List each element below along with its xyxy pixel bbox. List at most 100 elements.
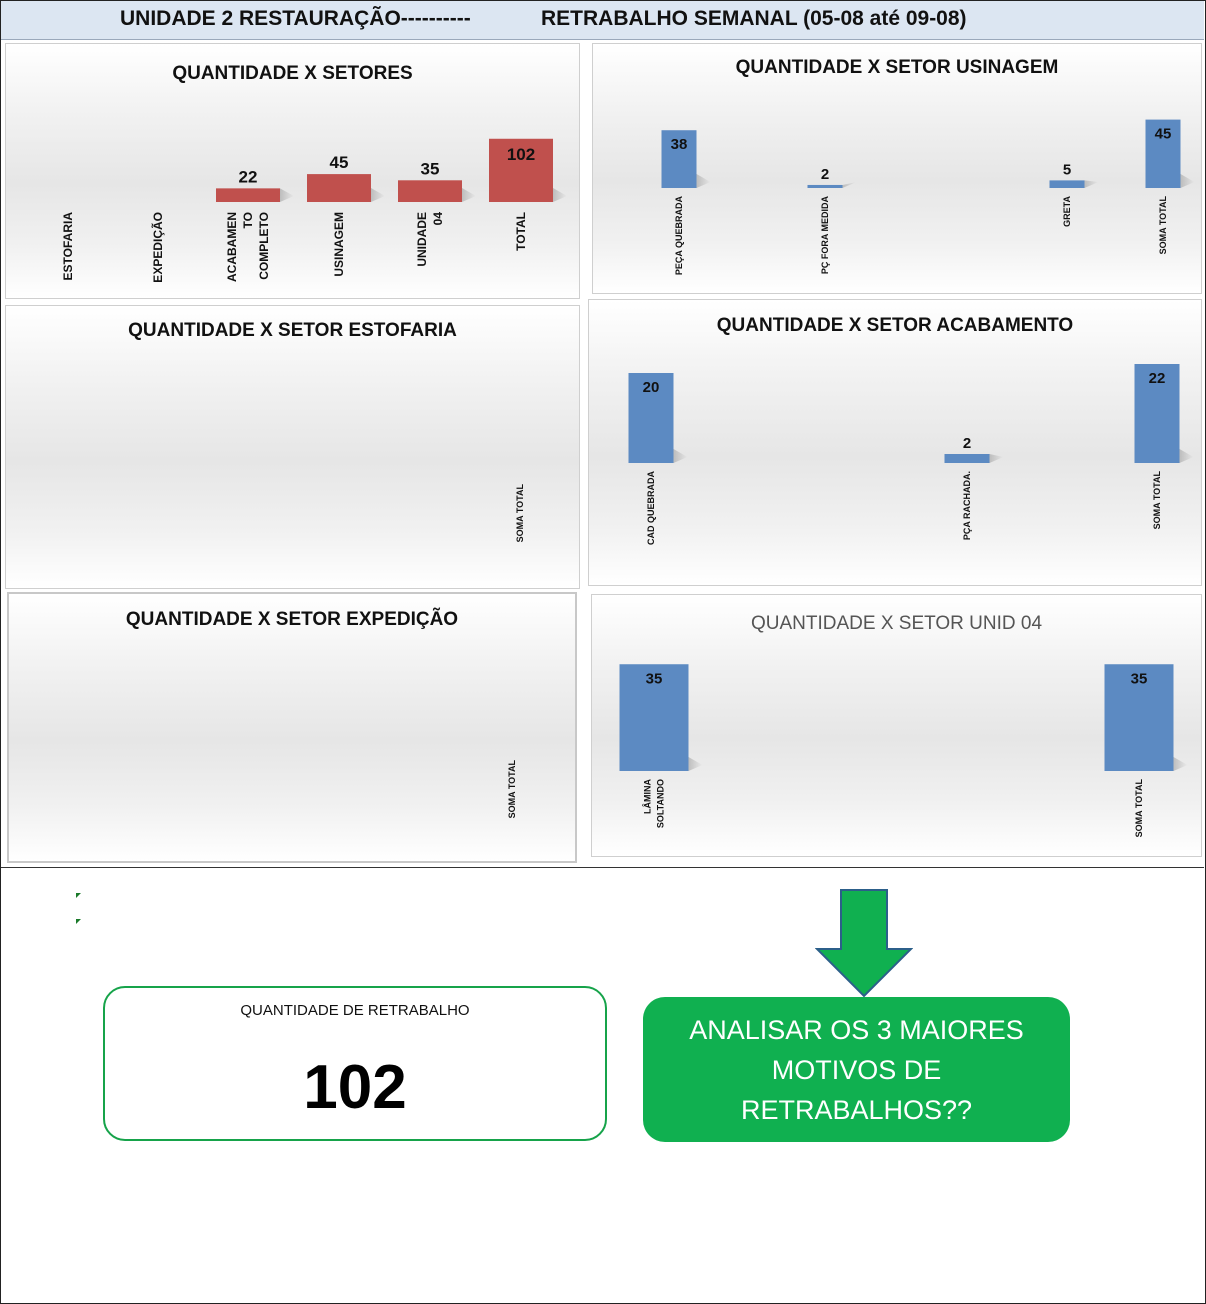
data-label: 35 xyxy=(421,159,440,178)
summary-label: QUANTIDADE DE RETRABALHO xyxy=(240,1002,470,1019)
bar xyxy=(398,180,462,202)
bar-shadow xyxy=(989,454,1004,463)
svg-text:SOMA TOTAL: SOMA TOTAL xyxy=(1134,779,1144,838)
svg-text:ACABAMEN: ACABAMEN xyxy=(225,212,239,282)
category-label: TOTAL xyxy=(514,212,528,251)
bar-shadow xyxy=(1180,174,1195,188)
bar-highlight xyxy=(619,664,689,771)
svg-text:TO: TO xyxy=(241,212,255,228)
svg-text:UNIDADE: UNIDADE xyxy=(415,212,429,267)
chart-title: QUANTIDADE X SETOR ESTOFARIA xyxy=(128,320,457,341)
svg-text:CAD QUEBRADA: CAD QUEBRADA xyxy=(646,471,656,546)
chart-title: QUANTIDADE X SETOR USINAGEM xyxy=(735,57,1059,78)
svg-text:SOMA TOTAL: SOMA TOTAL xyxy=(1152,471,1162,530)
category-label: CAD QUEBRADA xyxy=(646,471,656,546)
data-label: 22 xyxy=(239,167,258,186)
bar xyxy=(807,184,843,188)
svg-text:LÂMINA: LÂMINA xyxy=(642,779,653,814)
cell-comment-marker xyxy=(76,893,81,898)
svg-text:SOLTANDO: SOLTANDO xyxy=(656,779,666,828)
data-label: 35 xyxy=(646,670,663,687)
category-label: PÇA RACHADA. xyxy=(962,471,972,540)
bar-shadow xyxy=(696,174,711,188)
chart-plot-area: 20 CAD QUEBRADA 2 PÇA RACHADA. 22 SOMA TOTAL xyxy=(628,364,1194,546)
category-label: PÇ FORA MEDIDA xyxy=(820,196,830,275)
bar xyxy=(489,138,553,202)
bar-highlight xyxy=(1134,364,1180,463)
chart-usinagem: QUANTIDADE X SETOR USINAGEM 38 PEÇA QUEBR… xyxy=(592,43,1202,294)
bar xyxy=(307,174,371,202)
svg-text:SOMA TOTAL: SOMA TOTAL xyxy=(515,484,525,543)
bar xyxy=(628,373,674,463)
cell-comment-marker xyxy=(76,919,81,924)
category-label: UNIDADE 04 xyxy=(415,212,445,267)
svg-text:ESTOFARIA: ESTOFARIA xyxy=(61,212,75,281)
page-header: UNIDADE 2 RESTAURAÇÃO---------- RETRABAL… xyxy=(1,1,1204,40)
bar-highlight xyxy=(661,130,697,188)
bar-highlight xyxy=(1145,119,1181,188)
svg-text:TOTAL: TOTAL xyxy=(514,212,528,251)
section-divider xyxy=(1,867,1204,868)
bar xyxy=(1145,119,1181,188)
chart-title: QUANTIDADE X SETOR ACABAMENTO xyxy=(716,315,1074,336)
bar-highlight xyxy=(1104,664,1174,771)
bar-shadow xyxy=(462,188,476,202)
bar xyxy=(1104,664,1174,771)
chart-title: QUANTIDADE X SETOR UNID 04 xyxy=(750,613,1043,634)
data-label: 5 xyxy=(1063,161,1071,178)
chart-plot-area: 38 PEÇA QUEBRADA 2 PÇ FORA MEDIDA 5 GRETA 45 SO… xyxy=(661,119,1195,275)
category-label: PEÇA QUEBRADA xyxy=(674,195,684,275)
summary-quantity-box: QUANTIDADE DE RETRABALHO 102 xyxy=(103,986,607,1141)
chart-unid04: QUANTIDADE X SETOR UNID 04 35 LÂMINA SOLTA… xyxy=(591,594,1202,857)
bar-shadow xyxy=(371,188,385,202)
chart-plot-area: SOMA TOTAL xyxy=(515,484,525,543)
summary-value: 102 xyxy=(303,1053,407,1122)
bar-shadow xyxy=(1084,180,1099,188)
category-label: SOMA TOTAL xyxy=(507,760,517,819)
chart-title: QUANTIDADE X SETOR EXPEDIÇÃO xyxy=(125,609,459,630)
chart-plot-area: SOMA TOTAL xyxy=(507,760,517,819)
data-label: 38 xyxy=(671,136,688,153)
bar-shadow xyxy=(553,188,567,202)
category-label: USINAGEM xyxy=(332,212,346,277)
category-label: SOMA TOTAL xyxy=(1134,779,1144,838)
category-label: SOMA TOTAL xyxy=(515,484,525,543)
data-label: 45 xyxy=(330,153,349,172)
category-label: LÂMINA SOLTANDO xyxy=(642,779,666,829)
svg-text:USINAGEM: USINAGEM xyxy=(332,212,346,277)
data-label: 22 xyxy=(1149,370,1166,387)
bar xyxy=(1134,364,1180,463)
svg-text:SOMA TOTAL: SOMA TOTAL xyxy=(507,760,517,819)
chart-plot-area: 35 LÂMINA SOLTANDO 35 SOMA TOTAL xyxy=(619,664,1188,838)
bar-highlight xyxy=(1049,180,1085,188)
category-label: SOMA TOTAL xyxy=(1152,471,1162,530)
bar-highlight xyxy=(807,184,843,188)
category-label: ACABAMEN TO COMPLETO xyxy=(225,212,271,282)
svg-text:04: 04 xyxy=(431,212,445,226)
category-label: SOMA TOTAL xyxy=(1158,196,1168,255)
svg-text:SOMA TOTAL: SOMA TOTAL xyxy=(1158,196,1168,255)
chart-estofaria: QUANTIDADE X SETOR ESTOFARIA SOMA TOTAL xyxy=(5,305,580,589)
bar-highlight xyxy=(628,373,674,463)
analysis-callout: ANALISAR OS 3 MAIORES MOTIVOS DE RETRABA… xyxy=(643,997,1070,1142)
category-label: GRETA xyxy=(1062,196,1072,227)
bar xyxy=(216,188,280,202)
bar xyxy=(661,130,697,188)
down-arrow-icon xyxy=(815,889,913,998)
data-label: 2 xyxy=(963,435,971,452)
bar xyxy=(944,454,990,463)
chart-setores: QUANTIDADE X SETORES ESTOFARIA EXPEDIÇÃO 2… xyxy=(5,43,580,299)
bar-highlight xyxy=(944,454,990,463)
chart-acabamento: QUANTIDADE X SETOR ACABAMENTO 20 CAD QUEB… xyxy=(588,299,1202,586)
bar xyxy=(619,664,689,771)
data-label: 45 xyxy=(1155,126,1172,143)
bar-shadow xyxy=(1179,449,1194,463)
svg-text:PÇA RACHADA.: PÇA RACHADA. xyxy=(962,471,972,540)
svg-text:EXPEDIÇÃO: EXPEDIÇÃO xyxy=(150,212,165,283)
bar xyxy=(1049,180,1085,188)
bar-shadow xyxy=(842,182,857,188)
chart-plot-area: ESTOFARIA EXPEDIÇÃO 22 ACABAMEN TO COMPLETO 45… xyxy=(61,138,567,283)
bar-shadow xyxy=(280,188,294,202)
svg-text:COMPLETO: COMPLETO xyxy=(257,212,271,280)
data-label: 20 xyxy=(643,379,660,396)
